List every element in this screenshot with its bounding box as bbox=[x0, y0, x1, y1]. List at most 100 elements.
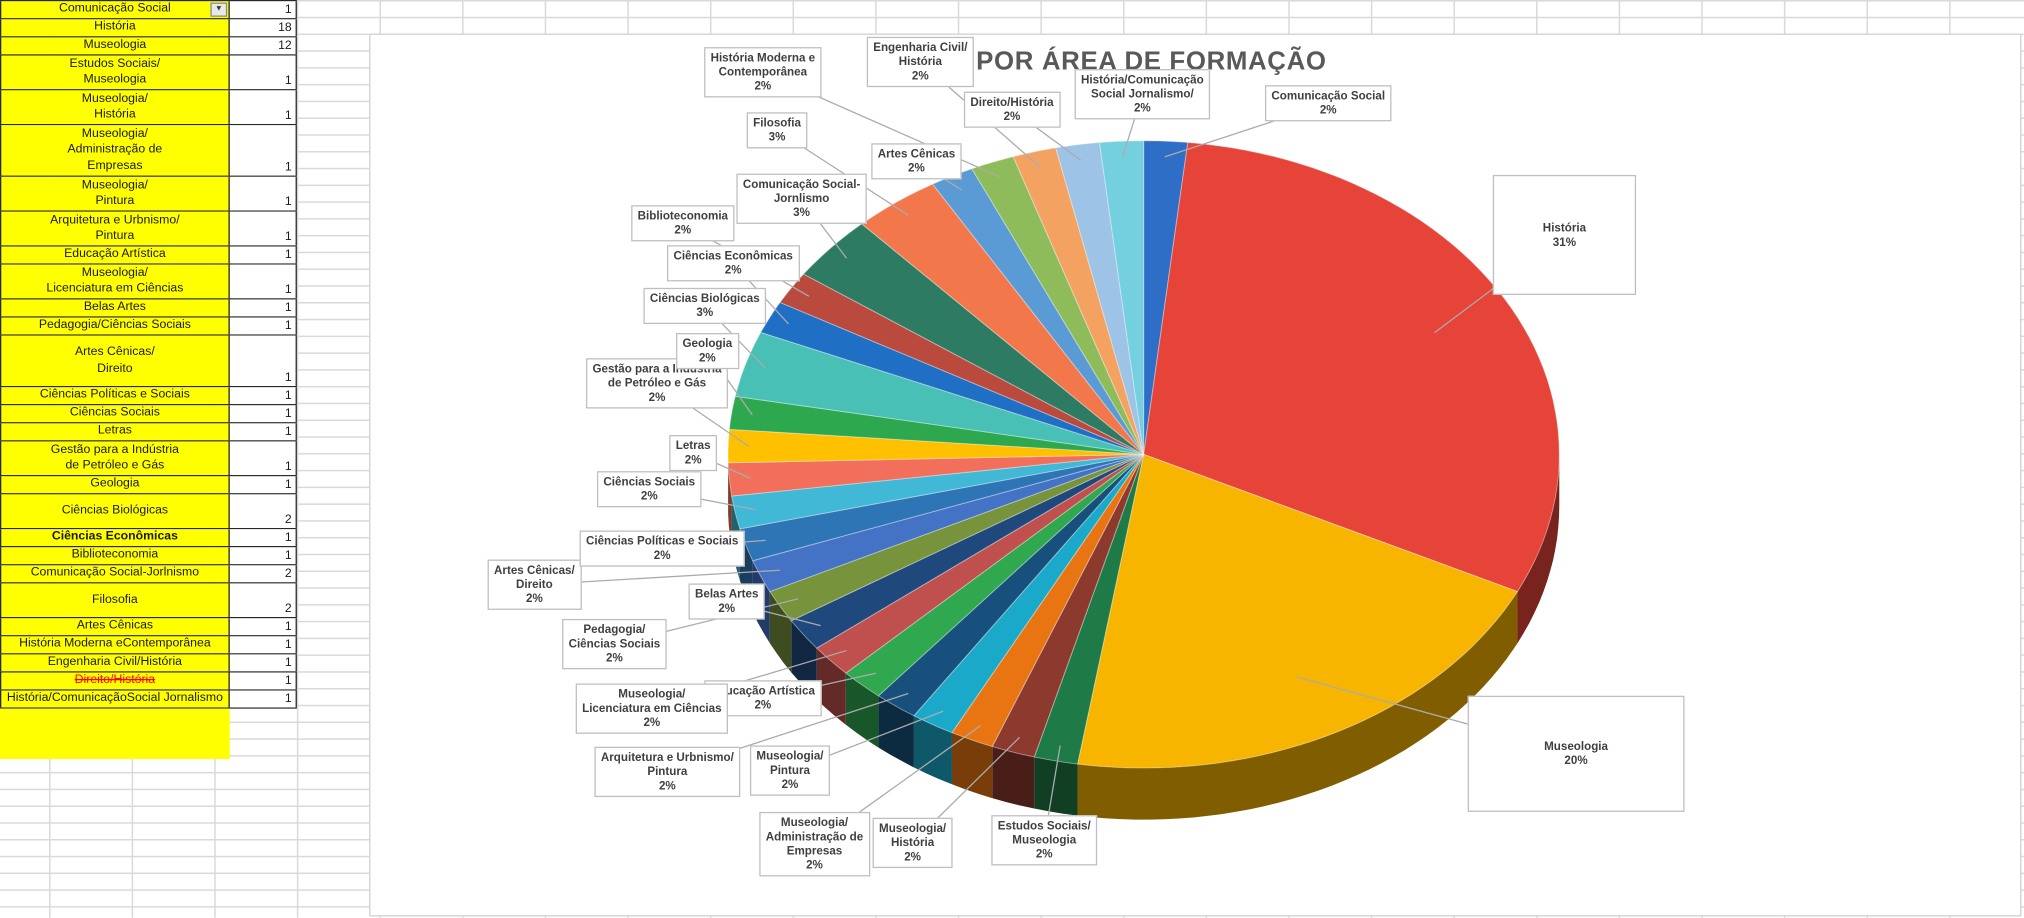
pie-label-9[interactable]: Museologia/Licenciatura em Ciências 2% bbox=[575, 683, 729, 734]
table-value-cell[interactable]: 2 bbox=[229, 583, 297, 618]
table-value-cell[interactable]: 1 bbox=[229, 547, 297, 565]
table-label-cell[interactable]: História Moderna eContemporânea bbox=[0, 636, 230, 654]
pie-label-11[interactable]: Pedagogia/Ciências Sociais 2% bbox=[562, 618, 667, 670]
table-value-cell[interactable]: 1 bbox=[229, 317, 297, 335]
table-label-cell[interactable]: Museologia/ Pintura bbox=[0, 176, 230, 211]
table-value-cell[interactable]: 1 bbox=[229, 690, 297, 708]
table-label-cell[interactable]: Artes Cênicas/ Direito bbox=[0, 335, 230, 386]
table-value-cell[interactable]: 1 bbox=[229, 672, 297, 690]
table-label-cell[interactable]: Museologia/ História bbox=[0, 90, 230, 124]
pie-label-line: 2% bbox=[904, 849, 921, 863]
table-value-cell[interactable]: 1 bbox=[229, 211, 297, 246]
table-label-cell[interactable]: Geologia bbox=[0, 476, 230, 494]
table-label-cell[interactable] bbox=[0, 708, 230, 759]
pie-slice-2[interactable] bbox=[1076, 453, 1519, 769]
table-label-cell[interactable]: Artes Cênicas bbox=[0, 618, 230, 636]
pie-label-17[interactable]: Geologia 2% bbox=[676, 333, 739, 370]
table-value-cell[interactable]: 1 bbox=[229, 264, 297, 299]
table-label-cell[interactable]: Museologia/ Licenciatura em Ciências bbox=[0, 264, 230, 299]
pie-label-24[interactable]: História Moderna e Contemporânea 2% bbox=[704, 47, 822, 98]
table-label-cell[interactable]: Museologia/ Administração de Empresas bbox=[0, 125, 230, 176]
pie-label-20[interactable]: Biblioteconomia 2% bbox=[631, 205, 735, 242]
table-label-cell[interactable]: Biblioteconomia bbox=[0, 547, 230, 565]
table-value-cell[interactable]: 18 bbox=[229, 19, 297, 37]
pie-label-3[interactable]: Estudos Sociais/Museologia 2% bbox=[991, 815, 1098, 866]
pie-slice-18[interactable] bbox=[734, 331, 1144, 455]
table-label-cell[interactable]: Ciências Sociais bbox=[0, 405, 230, 423]
pie-label-21[interactable]: Comunicação Social- Jornlismo 3% bbox=[736, 173, 867, 224]
pie-label-27[interactable]: História/Comunicação Social Jornalismo/2% bbox=[1074, 69, 1211, 120]
table-value-cell[interactable]: 1 bbox=[229, 55, 297, 90]
table-label-cell[interactable]: Ciências Econômicas bbox=[0, 529, 230, 547]
pie-slice-27[interactable] bbox=[1098, 140, 1145, 455]
table-label-cell[interactable]: Direito/História bbox=[0, 672, 230, 690]
table-label-cell[interactable]: Letras bbox=[0, 423, 230, 441]
table-value-cell[interactable]: 1 bbox=[229, 529, 297, 547]
pie-label-line: 31% bbox=[1552, 234, 1577, 248]
pie-label-0[interactable]: Comunicação Social 2% bbox=[1264, 85, 1392, 122]
table-label-cell[interactable]: Ciências Políticas e Sociais bbox=[0, 387, 230, 405]
table-label-cell[interactable]: Comunicação Social-Jorlnismo bbox=[0, 565, 230, 583]
table-value-cell[interactable]: 1 bbox=[229, 423, 297, 441]
pie-label-13[interactable]: Ciências Políticas e Sociais 2% bbox=[579, 530, 745, 567]
table-label-cell[interactable]: Estudos Sociais/ Museologia bbox=[0, 55, 230, 90]
table-value-cell[interactable]: 1 bbox=[229, 125, 297, 176]
pie-label-7[interactable]: Arquitetura e Urbnismo/Pintura 2% bbox=[594, 746, 741, 798]
table-value-cell[interactable]: 1 bbox=[229, 654, 297, 672]
table-label-cell[interactable]: Pedagogia/Ciências Sociais bbox=[0, 317, 230, 335]
pie-label-2[interactable]: Museologia 20% bbox=[1467, 695, 1685, 812]
pie-label-12[interactable]: Artes Cênicas/Direito 2% bbox=[487, 559, 582, 610]
pie-label-19[interactable]: Ciências Econômicas 2% bbox=[666, 245, 800, 282]
table-label-cell[interactable]: Arquitetura e Urbnismo/ Pintura bbox=[0, 211, 230, 246]
table-value-cell[interactable]: 1 bbox=[229, 299, 297, 317]
table-label-cell[interactable]: Filosofia bbox=[0, 583, 230, 618]
pie-label-6[interactable]: Museologia/Pintura 2% bbox=[749, 745, 830, 796]
table-value-cell[interactable]: 2 bbox=[229, 565, 297, 583]
pie-label-25[interactable]: Engenharia Civil/História 2% bbox=[866, 36, 974, 88]
pie-label-23[interactable]: Artes Cênicas 2% bbox=[871, 143, 962, 180]
table-value-cell[interactable]: 1 bbox=[229, 405, 297, 423]
pie-label-line: História/Comunicação bbox=[1081, 72, 1204, 86]
table-label-cell[interactable]: Comunicação Social ▼ bbox=[0, 1, 230, 19]
table-value-cell[interactable]: 1 bbox=[229, 387, 297, 405]
table-label-cell[interactable]: Educação Artística bbox=[0, 246, 230, 264]
pie-label-10[interactable]: Belas Artes 2% bbox=[688, 583, 765, 620]
table-value-cell[interactable]: 1 bbox=[229, 176, 297, 211]
pie-slice-side-5 bbox=[951, 732, 993, 799]
table-value-cell[interactable]: 1 bbox=[229, 335, 297, 386]
pie-label-4[interactable]: Museologia/História 2% bbox=[872, 817, 953, 869]
cell-dropdown-button[interactable]: ▼ bbox=[210, 2, 228, 17]
table-row: Estudos Sociais/ Museologia 1 bbox=[0, 55, 297, 91]
pie-label-line: 2% bbox=[674, 223, 692, 237]
pie-label-15[interactable]: Letras 2% bbox=[669, 434, 718, 472]
pie-slice-22[interactable] bbox=[860, 183, 1145, 455]
pie-label-1[interactable]: História 31% bbox=[1492, 174, 1637, 295]
table-label-cell[interactable]: História/ComunicaçãoSocial Jornalismo bbox=[0, 690, 230, 708]
table-label-cell[interactable]: Gestão para a Indústria de Petróleo e Gá… bbox=[0, 441, 230, 476]
table-label-cell[interactable]: Museologia bbox=[0, 37, 230, 55]
chart-panel[interactable]: POR ÁREA DE FORMAÇÃO Comunicação Social 2… bbox=[369, 33, 2022, 917]
pie-label-26[interactable]: Direito/História 2% bbox=[963, 91, 1061, 128]
table-value-cell[interactable]: 1 bbox=[229, 1, 297, 19]
pie-slice-1[interactable] bbox=[1143, 141, 1560, 593]
pie-slice-side-8 bbox=[845, 673, 879, 748]
table-label-cell[interactable]: Engenharia Civil/História bbox=[0, 654, 230, 672]
table-label-cell[interactable]: História bbox=[0, 19, 230, 37]
pie-label-14[interactable]: Ciências Sociais 2% bbox=[596, 471, 702, 508]
table-value-cell[interactable]: 1 bbox=[229, 90, 297, 124]
pie-slice-side-4 bbox=[992, 746, 1035, 809]
table-value-cell[interactable]: 2 bbox=[229, 494, 297, 528]
table-value-cell[interactable] bbox=[230, 709, 297, 759]
table-value-cell[interactable]: 1 bbox=[229, 441, 297, 476]
table-value-cell[interactable]: 12 bbox=[229, 37, 297, 55]
pie-label-18[interactable]: Ciências Biológicas 3% bbox=[643, 287, 767, 324]
table-value-cell[interactable]: 1 bbox=[229, 636, 297, 654]
pie-label-5[interactable]: Museologia/Administração de Empresas 2% bbox=[759, 811, 870, 877]
pie-label-line: Museologia/ bbox=[618, 687, 686, 701]
pie-label-22[interactable]: Filosofia 3% bbox=[746, 112, 808, 149]
table-value-cell[interactable]: 1 bbox=[229, 476, 297, 494]
table-label-cell[interactable]: Belas Artes bbox=[0, 299, 230, 317]
table-value-cell[interactable]: 1 bbox=[229, 246, 297, 264]
table-label-cell[interactable]: Ciências Biológicas bbox=[0, 494, 230, 528]
table-value-cell[interactable]: 1 bbox=[229, 618, 297, 636]
